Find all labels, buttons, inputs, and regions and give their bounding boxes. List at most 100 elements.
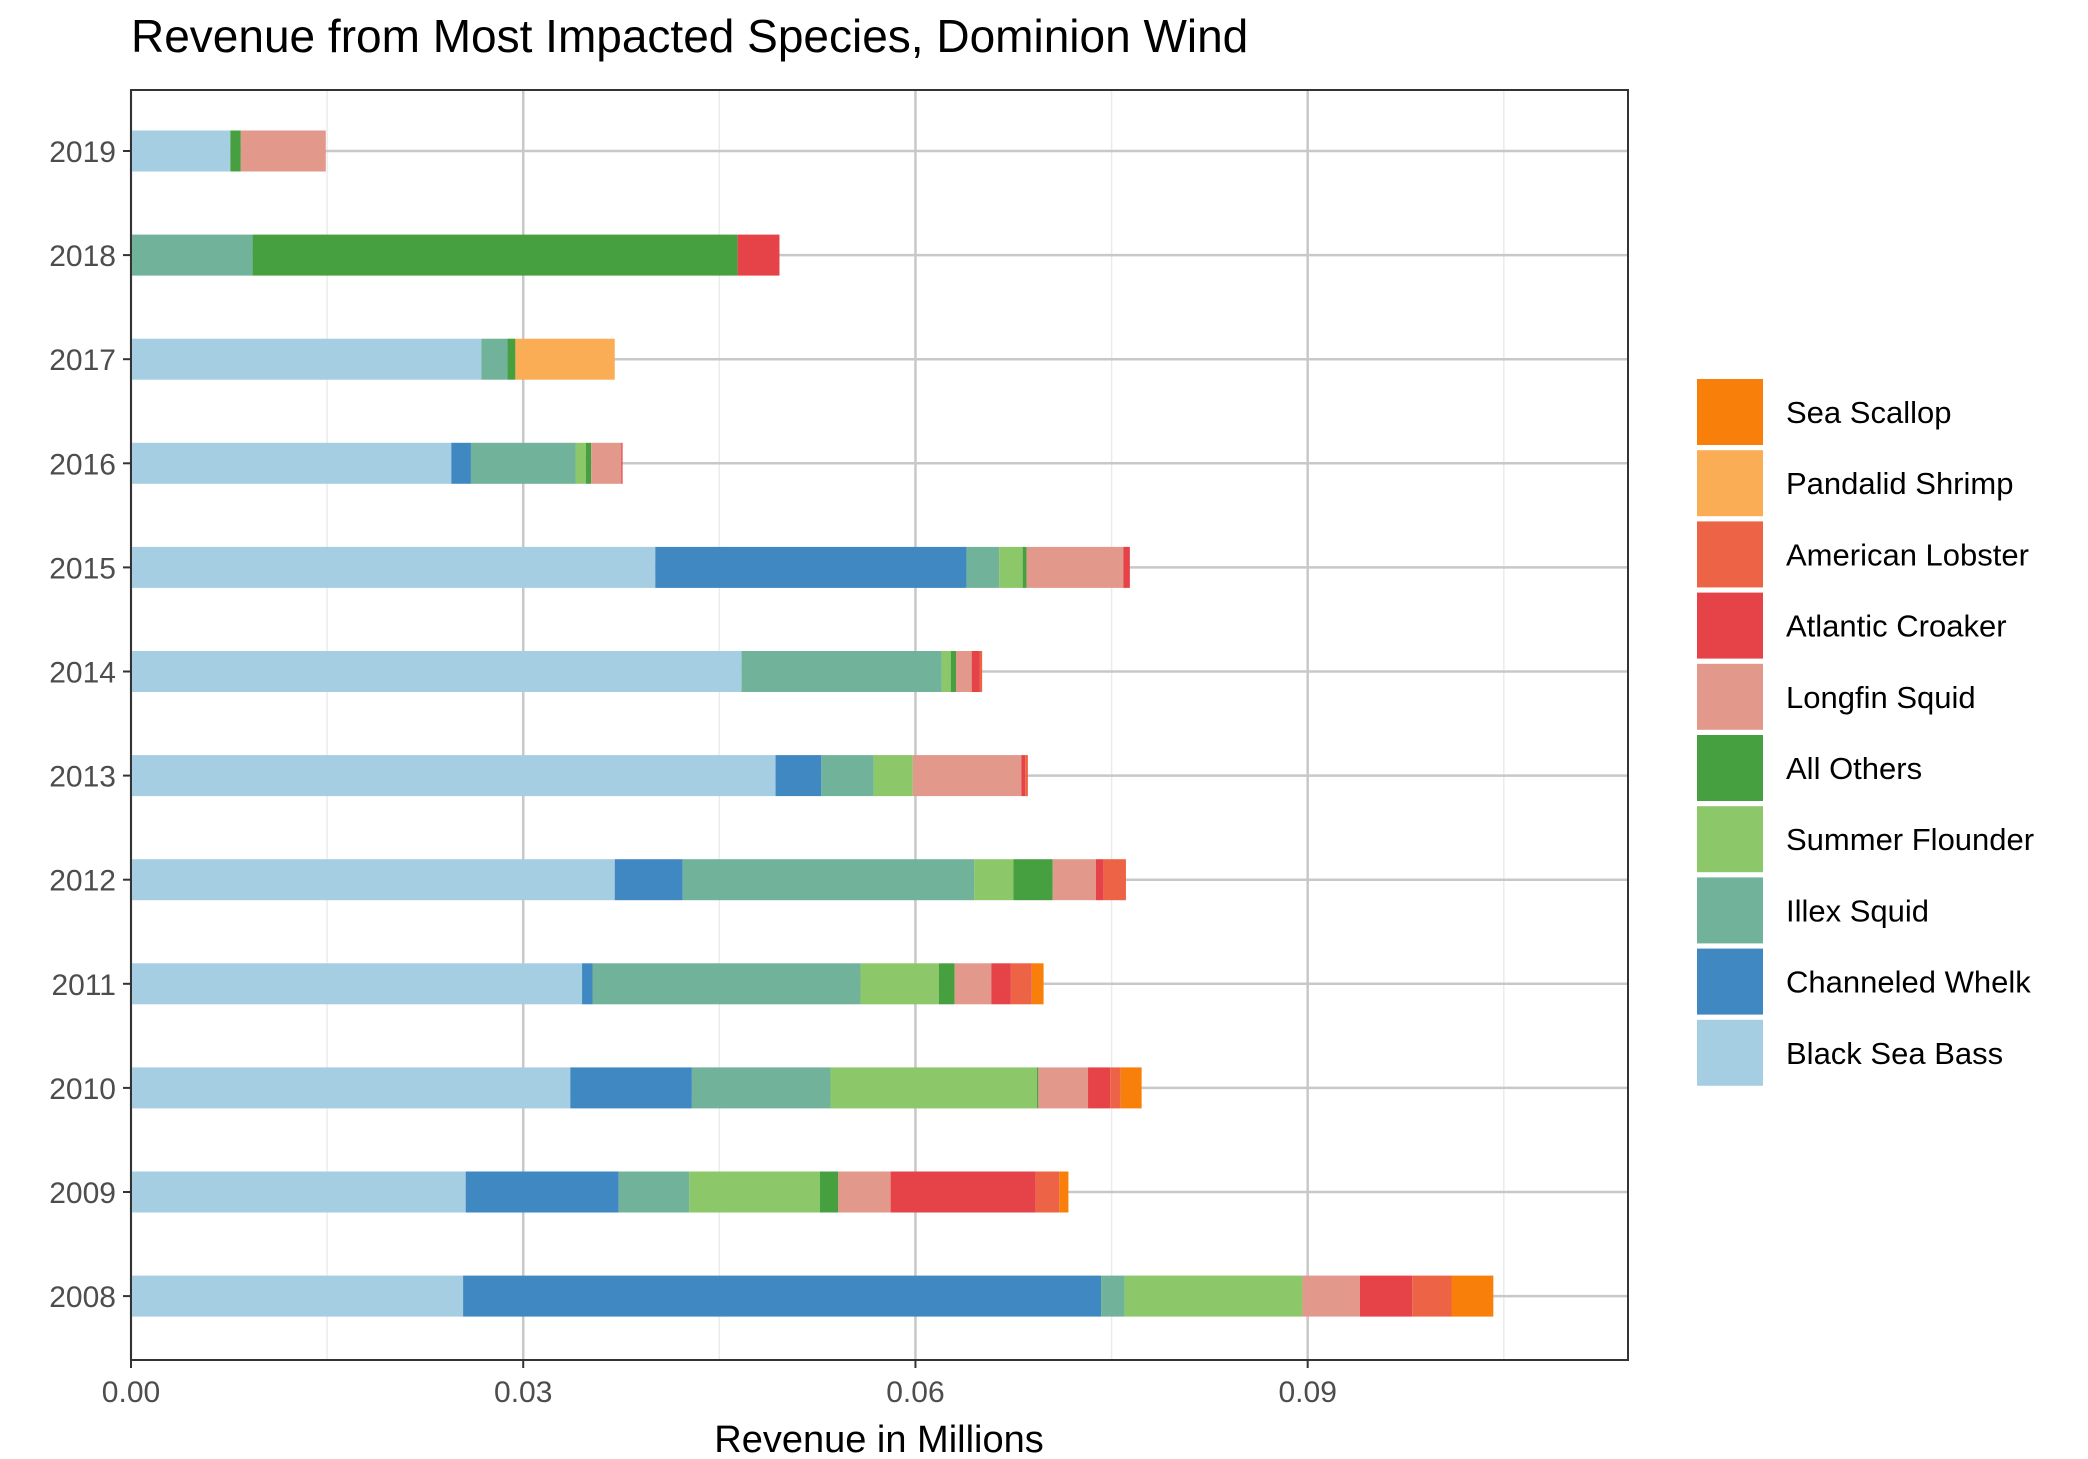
y-tick-label: 2013 — [49, 761, 116, 794]
bar-2016-summer-flounder — [575, 442, 586, 484]
legend-swatch-pandalid-shrimp — [1697, 450, 1763, 517]
legend-swatch-channeled-whelk — [1697, 948, 1763, 1015]
bar-2012-black-sea-bass — [131, 859, 615, 901]
bar-2008-sea-scallop — [1451, 1275, 1494, 1317]
bar-2011-sea-scallop — [1031, 963, 1044, 1005]
bar-2008-summer-flounder — [1124, 1275, 1303, 1317]
bar-2011-summer-flounder — [860, 963, 939, 1005]
bar-2015-channeled-whelk — [655, 546, 967, 588]
y-tick-label: 2012 — [49, 865, 116, 898]
bars — [131, 130, 1494, 1317]
bar-2017-black-sea-bass — [131, 338, 482, 380]
chart-title: Revenue from Most Impacted Species, Domi… — [131, 10, 1248, 62]
x-axis-title: Revenue in Millions — [714, 1419, 1044, 1459]
bar-2009-all-others — [820, 1171, 839, 1213]
legend-label-longfin-squid: Longfin Squid — [1786, 680, 1976, 715]
bar-2008-channeled-whelk — [463, 1275, 1102, 1317]
legend-swatch-longfin-squid — [1697, 663, 1763, 730]
legend-swatch-illex-squid — [1697, 877, 1763, 944]
legend-swatch-atlantic-croaker — [1697, 592, 1763, 659]
bar-2009-illex-squid — [618, 1171, 690, 1213]
bar-2015-black-sea-bass — [131, 546, 656, 588]
bar-2008-longfin-squid — [1302, 1275, 1360, 1317]
bar-2009-longfin-squid — [838, 1171, 891, 1213]
legend-label-pandalid-shrimp: Pandalid Shrimp — [1786, 466, 2013, 501]
bar-2015-all-others — [1022, 546, 1027, 588]
bar-2016-channeled-whelk — [451, 442, 471, 484]
bar-2011-all-others — [938, 963, 955, 1005]
bar-2017-all-others — [507, 338, 516, 380]
bar-2009-summer-flounder — [689, 1171, 821, 1213]
y-tick-label: 2014 — [49, 657, 116, 690]
bar-2012-illex-squid — [682, 859, 975, 901]
bar-2011-illex-squid — [592, 963, 861, 1005]
legend-swatch-summer-flounder — [1697, 806, 1763, 873]
bar-2013-illex-squid — [821, 755, 874, 797]
bar-2010-sea-scallop — [1120, 1067, 1142, 1109]
y-tick-label: 2019 — [49, 136, 116, 169]
bar-2019-all-others — [230, 130, 241, 172]
legend-label-summer-flounder: Summer Flounder — [1786, 822, 2034, 857]
legend-swatch-black-sea-bass — [1697, 1019, 1763, 1086]
bar-2014-longfin-squid — [955, 651, 972, 692]
bar-2015-illex-squid — [966, 546, 1000, 588]
bar-2017-illex-squid — [481, 338, 508, 380]
bar-2013-american-lobster — [1025, 755, 1028, 797]
bar-2010-illex-squid — [691, 1067, 831, 1109]
bar-2010-summer-flounder — [830, 1067, 1038, 1109]
legend-swatch-sea-scallop — [1697, 379, 1763, 445]
bar-2012-summer-flounder — [974, 859, 1014, 901]
legend-swatch-american-lobster — [1697, 521, 1763, 588]
bar-2014-black-sea-bass — [131, 651, 742, 692]
grid — [129, 90, 1628, 1360]
bar-2016-black-sea-bass — [131, 442, 452, 484]
plot-panel-border — [130, 89, 1629, 1361]
y-tick-label: 2018 — [49, 240, 116, 273]
bar-2013-channeled-whelk — [775, 755, 822, 797]
bar-2012-american-lobster — [1103, 859, 1126, 901]
bar-2011-atlantic-croaker — [991, 963, 1011, 1005]
bar-2010-atlantic-croaker — [1088, 1067, 1111, 1109]
bar-2016-atlantic-croaker — [621, 442, 623, 484]
bar-2016-all-others — [585, 442, 592, 484]
bar-2012-all-others — [1013, 859, 1053, 901]
bar-2014-summer-flounder — [941, 651, 951, 692]
bar-2010-black-sea-bass — [131, 1067, 571, 1109]
bar-2013-black-sea-bass — [131, 755, 776, 797]
plot-panel — [131, 90, 1628, 1360]
bar-2014-american-lobster — [979, 651, 983, 692]
bar-2019-longfin-squid — [240, 130, 326, 172]
bar-2010-american-lobster — [1110, 1067, 1121, 1109]
legend-label-black-sea-bass: Black Sea Bass — [1786, 1036, 2003, 1071]
bar-2008-atlantic-croaker — [1359, 1275, 1413, 1317]
y-tick-label: 2016 — [49, 448, 116, 481]
bar-2018-all-others — [252, 234, 738, 276]
bar-2011-american-lobster — [1010, 963, 1032, 1005]
bar-2014-illex-squid — [741, 651, 942, 692]
bar-2010-longfin-squid — [1038, 1067, 1089, 1109]
bar-2013-longfin-squid — [912, 755, 1022, 797]
bar-2015-longfin-squid — [1026, 546, 1124, 588]
bar-2009-american-lobster — [1035, 1171, 1060, 1213]
bar-2012-channeled-whelk — [614, 859, 683, 901]
bar-2011-channeled-whelk — [582, 963, 593, 1005]
y-tick-label: 2010 — [49, 1073, 116, 1106]
bar-2017-pandalid-shrimp — [515, 338, 615, 380]
x-tick-label: 0.03 — [494, 1376, 552, 1409]
bar-2016-longfin-squid — [591, 442, 622, 484]
bar-2015-summer-flounder — [999, 546, 1023, 588]
bar-2015-atlantic-croaker — [1123, 546, 1130, 588]
bar-2016-illex-squid — [470, 442, 576, 484]
bar-2018-atlantic-croaker — [737, 234, 780, 276]
y-axis: 2019 2018 2017 2016 2015 2014 2013 2012 2011 2010… — [49, 136, 131, 1314]
bar-2009-black-sea-bass — [131, 1171, 466, 1213]
bar-2008-american-lobster — [1412, 1275, 1452, 1317]
legend-label-sea-scallop: Sea Scallop — [1786, 395, 1951, 430]
legend-label-american-lobster: American Lobster — [1786, 537, 2029, 572]
bar-2011-black-sea-bass — [131, 963, 583, 1005]
bar-2008-illex-squid — [1101, 1275, 1125, 1317]
bar-2009-atlantic-croaker — [890, 1171, 1036, 1213]
bar-2012-atlantic-croaker — [1095, 859, 1104, 901]
legend-label-atlantic-croaker: Atlantic Croaker — [1786, 609, 2007, 644]
